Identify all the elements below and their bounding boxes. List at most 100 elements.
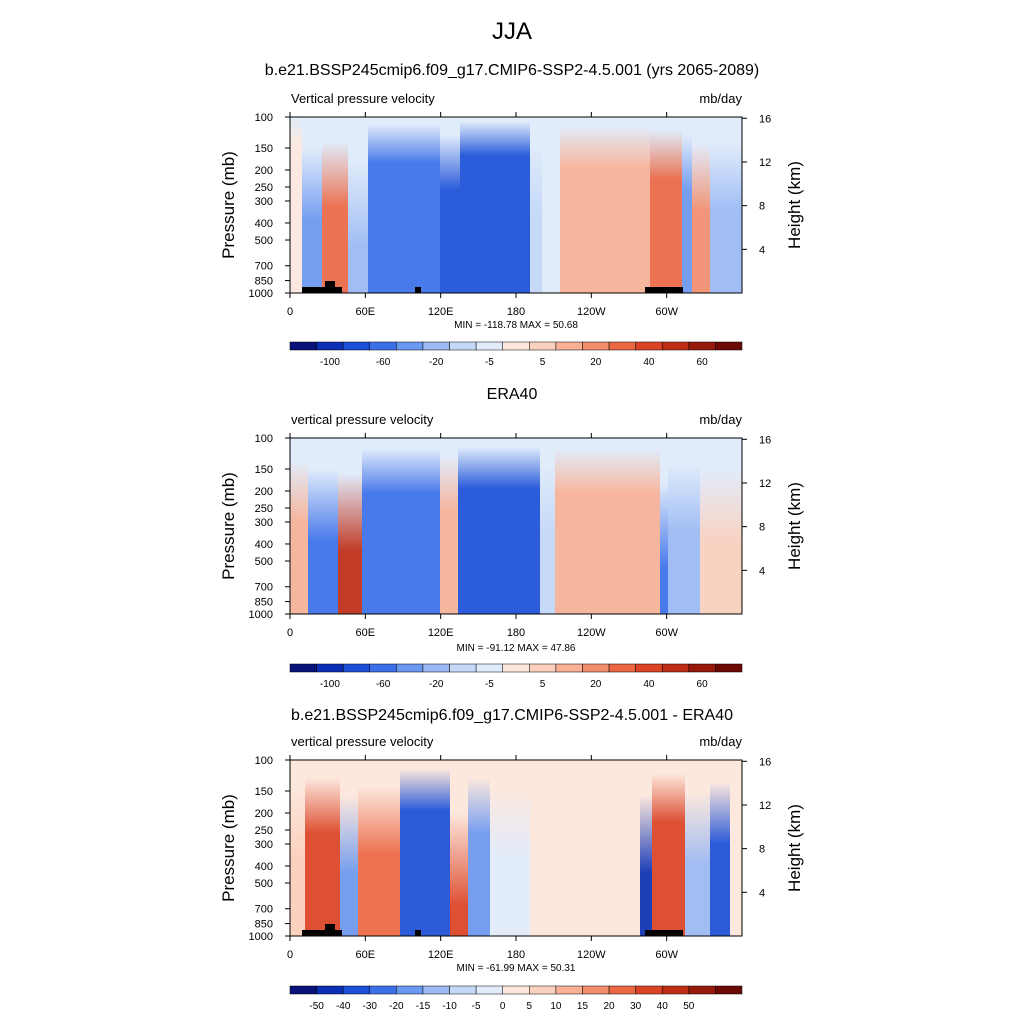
panel-1-colorbar-box — [661, 341, 690, 351]
panel-3-colorbar-box — [661, 985, 690, 995]
panel-3-colorbar-box — [369, 985, 397, 995]
panel-2-y2-tick-label: 16 — [759, 434, 771, 446]
panel-3-colorbar-box — [316, 985, 344, 995]
panel-1-field-band — [682, 134, 692, 293]
panel-1-y-tick-label: 100 — [255, 112, 273, 124]
panel-3-colorbar-box — [502, 985, 530, 995]
panel-2-colorbar-label: -5 — [485, 679, 494, 690]
panel-2-colorbar-box — [396, 663, 424, 673]
panel-3-field-band — [450, 812, 468, 936]
panel-1-field-band — [710, 143, 742, 293]
panel-1-y-tick-label: 700 — [255, 261, 273, 273]
panel-3-colorbar-box — [529, 985, 557, 995]
panel-1-field-band — [290, 117, 302, 293]
panel-1-colorbar-box — [502, 341, 530, 351]
panel-1-field-band — [530, 143, 542, 293]
panel-2-y-tick-label: 150 — [255, 464, 273, 476]
panel-3-colorbar-box — [475, 985, 503, 995]
panel-2-colorbar-box — [635, 663, 663, 673]
panel-3-y2-tick-label: 12 — [759, 800, 771, 812]
panel-3-colorbar-box — [555, 985, 583, 995]
panel-1-colorbar-box — [289, 341, 317, 351]
panel-3-colorbar-box — [608, 985, 636, 995]
panel-2-colorbar-label: -100 — [320, 679, 340, 690]
panel-1-left-string: Vertical pressure velocity — [291, 91, 435, 106]
panel-1-topography — [325, 287, 335, 293]
panel-3-y-axis-title: Pressure (mb) — [219, 794, 238, 902]
panel-1-field-band — [368, 124, 440, 293]
panel-3-x-tick-label: 180 — [507, 949, 525, 961]
panel-2-y-tick-label: 200 — [255, 486, 273, 498]
panel-3-y2-axis-title: Height (km) — [785, 804, 804, 892]
panel-2-colorbar-box — [529, 663, 557, 673]
panel-1-colorbar-box — [422, 341, 450, 351]
panel-2-field-band — [458, 446, 540, 614]
panel-1-colorbar-box — [449, 341, 477, 351]
panel-3-colorbar-label: 15 — [577, 1001, 589, 1012]
panel-3-topography — [325, 924, 335, 931]
panel-1-colorbar-label: 40 — [643, 357, 655, 368]
panel-3-y2-tick-label: 16 — [759, 756, 771, 768]
panel-2-y-tick-label: 700 — [255, 582, 273, 594]
panel-3-y-tick-label: 400 — [255, 861, 273, 873]
panel-3-y-tick-label: 100 — [255, 755, 273, 767]
panel-3-x-tick-label: 120W — [577, 949, 606, 961]
panel-2-field-band — [660, 482, 668, 614]
panel-1-y-tick-label: 1000 — [249, 288, 273, 300]
panel-1-colorbar-box — [635, 341, 663, 351]
panel-3-x-tick-label: 60W — [655, 949, 678, 961]
panel-1-topography — [645, 287, 683, 293]
panel-3-colorbar-box — [715, 985, 743, 995]
panel-2-y2-tick-label: 4 — [759, 565, 765, 577]
panel-3-field-band — [640, 795, 652, 936]
panel-2-x-tick-label: 60W — [655, 627, 678, 639]
panel-3-y-tick-label: 1000 — [249, 931, 273, 943]
panel-3-field-band — [730, 786, 742, 936]
panel-2-y-tick-label: 500 — [255, 556, 273, 568]
panel-1-y-tick-label: 850 — [255, 276, 273, 288]
panel-3-colorbar-box — [688, 985, 716, 995]
panel-1-topography — [302, 287, 342, 293]
panel-3-y-tick-label: 250 — [255, 825, 273, 837]
panel-1-colorbar-box — [316, 341, 344, 351]
panel-3-y-tick-label: 150 — [255, 786, 273, 798]
panel-3-field-band — [290, 786, 305, 936]
panel-1-y2-tick-label: 4 — [759, 244, 765, 256]
panel-1-y-axis-title: Pressure (mb) — [219, 151, 238, 259]
panel-2-field-band — [540, 464, 555, 614]
panel-3-colorbar-box — [422, 985, 450, 995]
panel-2-field-band — [338, 473, 362, 614]
panel-3-right-string: mb/day — [699, 734, 742, 749]
panel-2-y2-tick-label: 8 — [759, 522, 765, 534]
panel-1-y-tick-label: 200 — [255, 165, 273, 177]
panel-2-field-band — [440, 455, 458, 614]
panel-1-colorbar-box — [688, 341, 716, 351]
panel-2-colorbar-box — [475, 663, 503, 673]
panel-2-left-string: vertical pressure velocity — [291, 412, 434, 427]
panel-2-field-band — [668, 464, 700, 614]
panel-1-y-tick-label: 400 — [255, 218, 273, 230]
panel-3-field-band — [468, 777, 490, 936]
panel-3-field-band — [358, 786, 400, 936]
panel-3-topography — [645, 930, 683, 936]
panel-1-colorbar-box — [369, 341, 397, 351]
panel-3-colorbar-label: -30 — [363, 1001, 378, 1012]
panel-3-x-tick-label: 60E — [356, 949, 376, 961]
panel-3-colorbar-label: 50 — [683, 1001, 695, 1012]
panel-1-field-band — [692, 143, 710, 293]
panel-2-y-tick-label: 1000 — [249, 609, 273, 621]
panel-2-y-tick-label: 100 — [255, 433, 273, 445]
panel-3-colorbar-label: 10 — [550, 1001, 562, 1012]
panel-1-field-band — [650, 130, 682, 293]
panel-1-colorbar-label: 20 — [590, 357, 602, 368]
panel-3-colorbar-label: -20 — [389, 1001, 404, 1012]
panel-2-colorbar-box — [555, 663, 583, 673]
panel-3-field-band — [530, 768, 640, 936]
panel-1-colorbar-box — [555, 341, 583, 351]
panel-1-colorbar-box — [582, 341, 610, 351]
panel-1-field-band — [348, 161, 368, 293]
panel-3-colorbar-box — [289, 985, 317, 995]
panel-2-colorbar-box — [661, 663, 690, 673]
panel-1-colorbar-label: -100 — [320, 357, 340, 368]
